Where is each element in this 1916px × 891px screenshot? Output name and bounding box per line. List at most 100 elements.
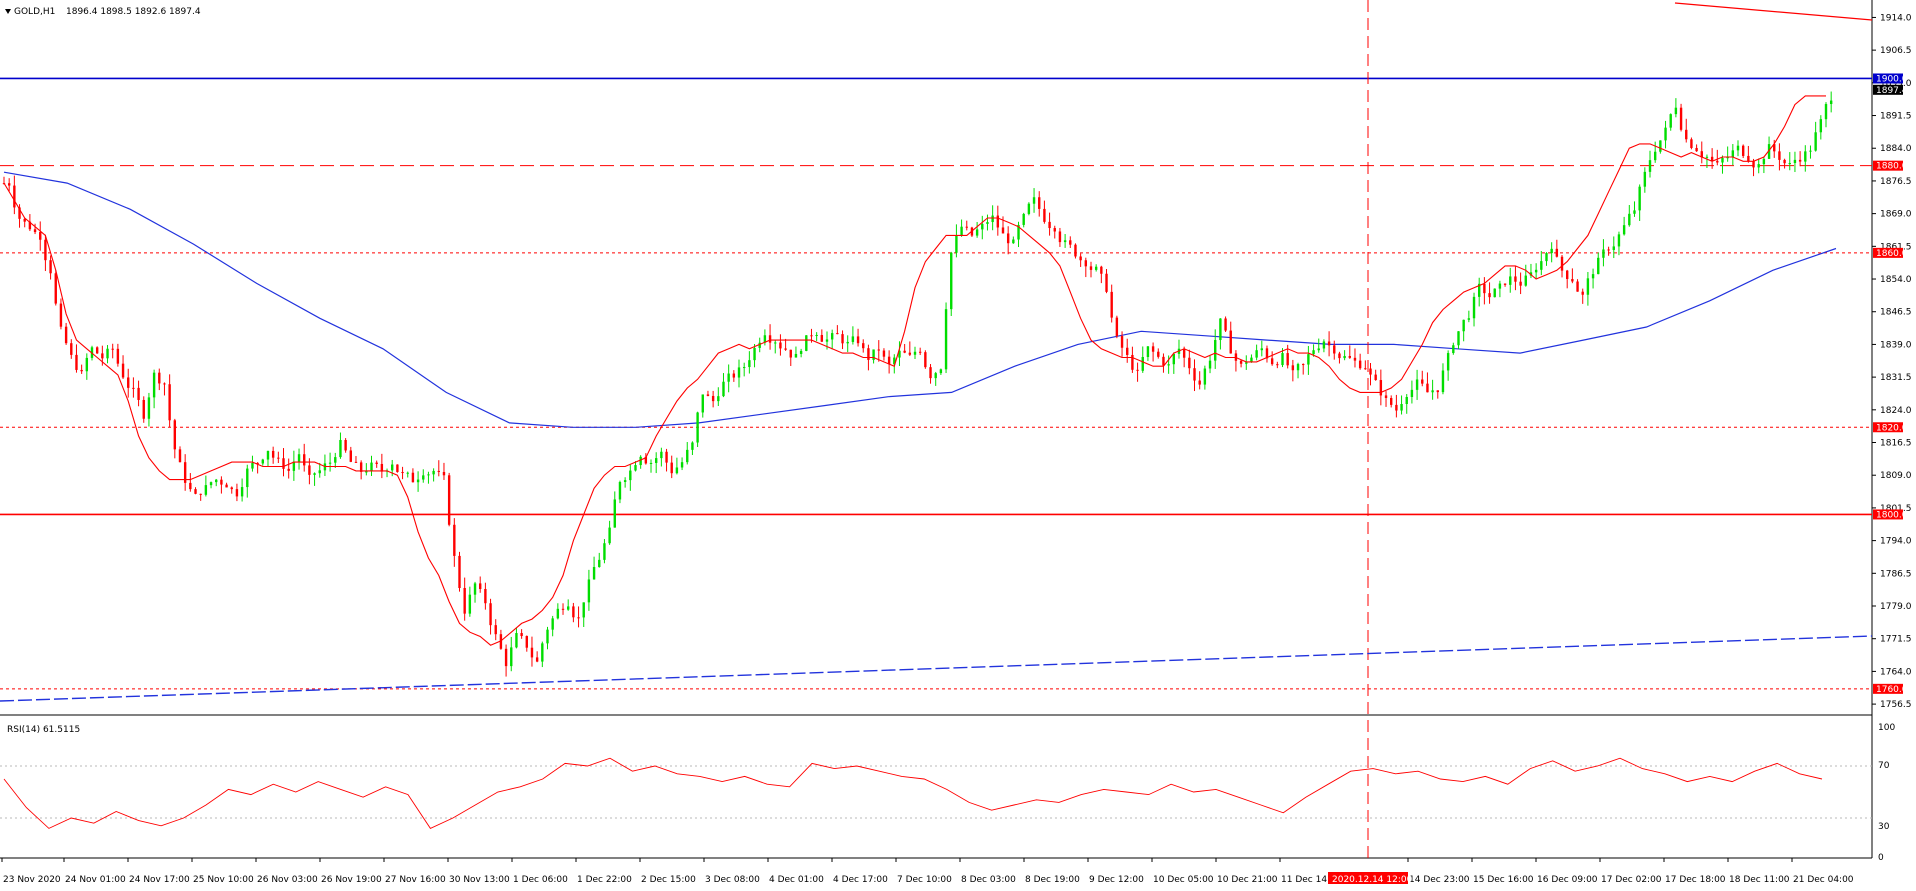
- candle-body: [375, 462, 378, 464]
- candle-body: [1270, 358, 1274, 365]
- time-tick: 30 Nov 13:00: [449, 875, 510, 885]
- candle-body: [1534, 269, 1538, 273]
- candle-body: [1317, 348, 1320, 351]
- candle-body: [297, 454, 301, 462]
- candle-body: [1146, 346, 1150, 357]
- candle-body: [1477, 283, 1481, 297]
- candle-body: [1089, 266, 1093, 270]
- candle-body: [862, 343, 865, 349]
- candle-body: [1695, 147, 1698, 152]
- rsi-panel: 100 70 30 0: [0, 723, 1895, 863]
- candle-body: [1333, 345, 1336, 354]
- level-tag-bg: [1873, 247, 1903, 258]
- candle-body: [1726, 157, 1729, 159]
- candle-body: [1514, 276, 1517, 282]
- candle-body: [215, 479, 218, 483]
- support-trendline[interactable]: [0, 635, 1873, 702]
- candle-body: [1188, 357, 1191, 369]
- candle-body: [1053, 228, 1056, 232]
- horizontal-levels[interactable]: [0, 77, 1872, 690]
- candle-body: [1038, 197, 1041, 209]
- candle-body: [1395, 404, 1398, 411]
- candle-body: [1291, 365, 1295, 371]
- candle-body: [634, 465, 637, 471]
- resistance-trendline[interactable]: [1674, 2, 1873, 21]
- candle-body: [1343, 356, 1346, 359]
- candle-body: [178, 449, 182, 463]
- candle-body: [1741, 145, 1745, 156]
- candle-body: [54, 273, 57, 304]
- candle-body: [1193, 368, 1196, 381]
- candle-body: [484, 589, 487, 604]
- candle-body: [510, 647, 513, 667]
- candle-body: [1540, 261, 1543, 270]
- candle-body: [1612, 246, 1615, 250]
- candle-body: [1353, 357, 1357, 361]
- candle-body: [1773, 144, 1776, 152]
- candle-body: [39, 232, 42, 240]
- candle-body: [799, 350, 803, 354]
- candle-body: [986, 222, 989, 224]
- candle-body: [649, 462, 653, 464]
- candle-body: [1017, 224, 1020, 240]
- candle-body: [1493, 288, 1496, 298]
- candle-body: [1027, 203, 1031, 214]
- candle-body: [1307, 354, 1310, 365]
- candle-body: [825, 339, 829, 342]
- candle-body: [727, 373, 730, 382]
- candle-body: [1115, 317, 1119, 337]
- candle-body: [1348, 356, 1351, 358]
- candle-body: [629, 470, 632, 481]
- candle-body: [432, 470, 435, 475]
- candle-body: [706, 394, 710, 396]
- candle-body: [836, 333, 839, 335]
- candle-body: [1819, 119, 1823, 133]
- candle-body: [670, 462, 673, 474]
- candle-body: [271, 450, 275, 458]
- candle-body: [1762, 158, 1766, 165]
- candle-body: [1390, 397, 1393, 405]
- candle-body: [339, 439, 342, 458]
- candle-body: [1788, 163, 1791, 165]
- candle-body: [7, 183, 11, 186]
- candle-body: [1358, 360, 1362, 369]
- rsi-tick-70: 70: [1878, 761, 1890, 771]
- candle-body: [85, 357, 89, 372]
- price-tick: 1884.0: [1880, 144, 1912, 154]
- candle-body: [282, 458, 285, 469]
- ohlc-quote: 1896.4 1898.5 1892.6 1897.4: [66, 7, 201, 17]
- time-tick: 25 Nov 10:00: [193, 875, 254, 885]
- candle-body: [1069, 240, 1072, 245]
- ma-slow-polyline: [3, 171, 1837, 428]
- candle-body: [365, 471, 368, 473]
- candle-body: [1653, 151, 1657, 161]
- candle-body: [18, 207, 21, 219]
- candle-body: [1565, 270, 1569, 280]
- candle-body: [1426, 383, 1429, 393]
- candle-body: [204, 485, 208, 495]
- candle-body: [447, 475, 451, 525]
- candle-body: [33, 229, 37, 233]
- candle-body: [944, 309, 948, 370]
- time-tick: 18 Dec 11:00: [1729, 875, 1790, 885]
- candle-body: [1457, 331, 1460, 346]
- candle-body: [1804, 151, 1807, 162]
- price-tick: 1839.0: [1880, 340, 1912, 350]
- candle-body: [1752, 161, 1755, 168]
- candle-body: [1048, 221, 1051, 229]
- candle-body: [680, 462, 684, 468]
- candle-body: [675, 467, 679, 474]
- candle-body: [1555, 248, 1559, 257]
- candle-body: [686, 449, 689, 463]
- candle-body: [644, 456, 648, 464]
- time-tick: 1 Dec 22:00: [577, 875, 632, 885]
- candle-body: [934, 373, 937, 379]
- candle-body: [1172, 353, 1176, 365]
- candle-body: [1829, 100, 1833, 105]
- candle-body: [116, 348, 120, 364]
- candle-body: [1421, 379, 1424, 384]
- candle-body: [437, 470, 440, 472]
- chevron-down-icon[interactable]: [5, 9, 11, 14]
- candle-body: [158, 372, 161, 384]
